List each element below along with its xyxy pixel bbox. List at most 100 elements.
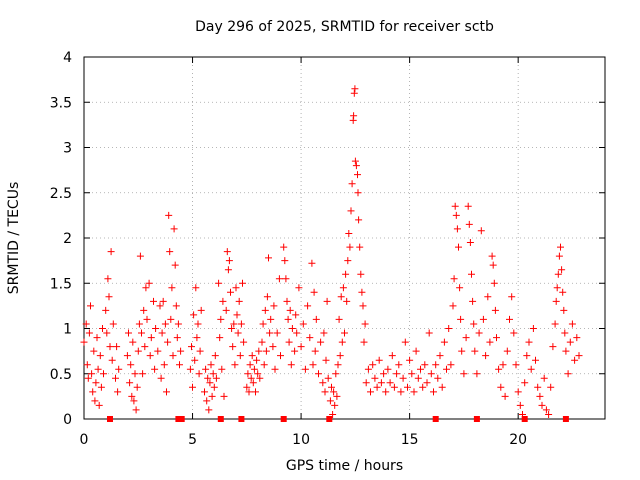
data-point (244, 370, 252, 378)
data-point (466, 239, 474, 246)
data-point (215, 279, 223, 287)
data-point (192, 284, 200, 292)
data-point (562, 347, 570, 355)
data-point (114, 388, 122, 396)
data-point (356, 243, 364, 251)
data-point (141, 343, 149, 351)
data-point (547, 383, 555, 391)
data-point (173, 334, 181, 342)
data-point (222, 306, 230, 314)
data-point (237, 320, 245, 328)
data-point (96, 352, 104, 360)
data-point (91, 397, 99, 405)
data-point (109, 320, 117, 328)
data-point (335, 315, 343, 323)
data-point (417, 365, 424, 373)
data-point (309, 361, 317, 369)
data-point (132, 406, 140, 414)
data-point (210, 383, 218, 391)
data-point (146, 352, 154, 360)
data-point (89, 388, 97, 396)
data-point (469, 297, 477, 305)
data-point (410, 388, 418, 396)
data-point (384, 365, 392, 373)
data-point (197, 306, 205, 314)
data-point (253, 356, 261, 364)
data-point (223, 248, 231, 256)
data-point (399, 374, 407, 382)
data-point (464, 202, 472, 210)
data-point (477, 227, 485, 235)
data-point (430, 388, 437, 396)
data-point (393, 370, 401, 378)
data-gap-marker (107, 416, 113, 422)
data-point (142, 284, 150, 292)
data-point (204, 374, 212, 382)
data-point (326, 397, 334, 405)
data-point (306, 334, 314, 342)
data-point (456, 284, 464, 292)
data-point (566, 338, 574, 346)
data-point (421, 361, 429, 369)
data-point (203, 397, 211, 405)
data-point (246, 361, 254, 369)
data-point (256, 374, 264, 382)
data-point (490, 279, 498, 287)
data-point (228, 325, 236, 332)
data-point (138, 329, 145, 337)
data-point (408, 370, 416, 378)
data-point (377, 379, 385, 387)
y-tick-label: 1 (63, 322, 72, 338)
data-point (317, 338, 325, 346)
data-point (93, 334, 101, 342)
data-point (260, 361, 268, 369)
data-point (216, 334, 224, 342)
data-gap-marker (326, 416, 333, 422)
data-point (497, 383, 505, 391)
data-point (188, 343, 195, 351)
data-gap-marker (521, 416, 528, 422)
data-point (165, 211, 173, 219)
data-point (299, 320, 307, 328)
data-point (275, 275, 283, 283)
data-point (113, 343, 121, 351)
data-point (324, 374, 332, 382)
data-point (348, 180, 356, 188)
data-point (218, 365, 226, 373)
data-point (382, 388, 390, 396)
data-point (139, 370, 147, 378)
data-point (130, 397, 138, 405)
data-point (95, 401, 103, 409)
data-point (128, 392, 136, 400)
data-points (80, 85, 583, 418)
data-point (561, 329, 569, 337)
data-point (373, 383, 381, 391)
data-point (523, 352, 531, 360)
data-point (321, 388, 329, 396)
data-point (161, 320, 169, 328)
data-point (193, 334, 201, 342)
x-tick-label: 15 (401, 432, 419, 448)
data-point (360, 338, 368, 346)
data-point (232, 284, 240, 292)
data-point (266, 329, 274, 337)
data-point (575, 352, 583, 360)
data-point (468, 270, 475, 278)
data-point (527, 365, 535, 373)
data-point (208, 392, 216, 400)
data-point (243, 383, 251, 391)
x-tick-labels: 0 5 10 15 20 (80, 432, 528, 448)
data-point (553, 284, 561, 292)
data-point (343, 297, 351, 305)
data-point (255, 347, 263, 355)
data-point (545, 411, 553, 418)
data-point (404, 383, 411, 391)
data-point (108, 356, 116, 364)
data-point (236, 352, 244, 360)
y-tick-label: 2 (63, 231, 72, 247)
data-point (514, 388, 522, 396)
x-tick-label: 20 (509, 432, 527, 448)
data-point (322, 356, 330, 364)
